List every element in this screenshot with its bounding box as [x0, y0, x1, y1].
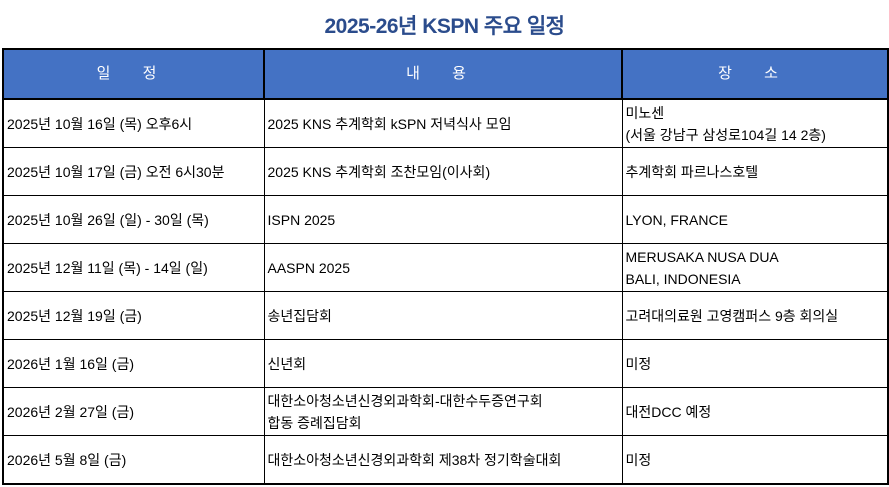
place-cell: 대전DCC 예정 [621, 387, 889, 436]
place-cell-line: (서울 강남구 삼성로104길 14 2층) [625, 126, 826, 143]
date-cell: 2026년 1월 16일 (금) [2, 339, 265, 388]
date-cell: 2025년 12월 19일 (금) [2, 291, 265, 340]
table-row: 2025년 12월 19일 (금) 송년집담회 고려대의료원 고영캠퍼스 9층 회의… [2, 291, 889, 340]
content-cell: 대한소아청소년신경외과학회 제38차 정기학술대회 [263, 435, 623, 485]
content-cell: AASPN 2025 [263, 243, 623, 292]
date-cell-line: 2025년 12월 11일 (목) - 14일 (일) [7, 259, 208, 276]
content-cell-line: ISPN 2025 [267, 211, 336, 228]
table-row: 2025년 10월 16일 (목) 오후6시 2025 KNS 추계학회 kSPN… [2, 98, 889, 148]
content-cell: 송년집담회 [263, 291, 623, 340]
table-header-row: 일 정 내 용 장 소 [2, 48, 889, 100]
table-row: 2025년 10월 17일 (금) 오전 6시30분 2025 KNS 추계학회 … [2, 147, 889, 196]
date-cell: 2025년 12월 11일 (목) - 14일 (일) [2, 243, 265, 292]
table-row: 2025년 12월 11일 (목) - 14일 (일) AASPN 2025 MER… [2, 243, 889, 292]
place-cell: 추계학회 파르나스호텔 [621, 147, 889, 196]
content-cell-line: 대한소아청소년신경외과학회-대한수두증연구회 [267, 392, 543, 409]
date-cell-line: 2026년 1월 16일 (금) [7, 355, 135, 372]
header-content: 내 용 [263, 48, 623, 100]
content-cell: 2025 KNS 추계학회 조찬모임(이사회) [263, 147, 623, 196]
content-cell-line: 합동 증례집담회 [267, 414, 362, 431]
date-cell: 2025년 10월 17일 (금) 오전 6시30분 [2, 147, 265, 196]
content-cell-line: 2025 KNS 추계학회 kSPN 저녁식사 모임 [267, 115, 512, 132]
date-cell: 2026년 5월 8일 (금) [2, 435, 265, 485]
place-cell-line: 미정 [625, 451, 652, 468]
place-cell-line: 고려대의료원 고영캠퍼스 9층 회의실 [625, 307, 839, 324]
table-row: 2025년 10월 26일 (일) - 30일 (목) ISPN 2025 LYON… [2, 195, 889, 244]
place-cell: MERUSAKA NUSA DUA BALI, INDONESIA [621, 243, 889, 292]
place-cell-line: BALI, INDONESIA [625, 270, 741, 287]
place-cell-line: MERUSAKA NUSA DUA [625, 248, 779, 265]
date-cell-line: 2025년 10월 16일 (목) 오후6시 [7, 115, 193, 132]
content-cell: 신년회 [263, 339, 623, 388]
content-cell-line: 송년집담회 [267, 307, 332, 324]
header-date: 일 정 [2, 48, 265, 100]
content-cell: 2025 KNS 추계학회 kSPN 저녁식사 모임 [263, 98, 623, 148]
date-cell: 2026년 2월 27일 (금) [2, 387, 265, 436]
place-cell-line: 대전DCC 예정 [625, 403, 712, 420]
date-cell-line: 2025년 10월 26일 (일) - 30일 (목) [7, 211, 209, 228]
date-cell-line: 2026년 2월 27일 (금) [7, 403, 135, 420]
place-cell: LYON, FRANCE [621, 195, 889, 244]
header-place: 장 소 [621, 48, 889, 100]
content-cell-line: 대한소아청소년신경외과학회 제38차 정기학술대회 [267, 451, 562, 468]
place-cell-line: 추계학회 파르나스호텔 [625, 163, 759, 180]
place-cell-line: LYON, FRANCE [625, 211, 728, 228]
content-cell-line: AASPN 2025 [267, 259, 351, 276]
content-cell: ISPN 2025 [263, 195, 623, 244]
place-cell-line: 미정 [625, 355, 652, 372]
date-cell-line: 2025년 10월 17일 (금) 오전 6시30분 [7, 163, 225, 180]
table-row: 2026년 5월 8일 (금) 대한소아청소년신경외과학회 제38차 정기학술대회… [2, 435, 889, 485]
date-cell: 2025년 10월 16일 (목) 오후6시 [2, 98, 265, 148]
date-cell: 2025년 10월 26일 (일) - 30일 (목) [2, 195, 265, 244]
place-cell: 미정 [621, 339, 889, 388]
place-cell-line: 미노센 [625, 104, 665, 121]
table-row: 2026년 1월 16일 (금) 신년회 미정 [2, 339, 889, 388]
page-title: 2025-26년 KSPN 주요 일정 [324, 15, 565, 38]
date-cell-line: 2026년 5월 8일 (금) [7, 451, 127, 468]
place-cell: 고려대의료원 고영캠퍼스 9층 회의실 [621, 291, 889, 340]
content-cell-line: 신년회 [267, 355, 307, 372]
content-cell-line: 2025 KNS 추계학회 조찬모임(이사회) [267, 163, 491, 180]
place-cell: 미노센 (서울 강남구 삼성로104길 14 2층) [621, 98, 889, 148]
place-cell: 미정 [621, 435, 889, 485]
date-cell-line: 2025년 12월 19일 (금) [7, 307, 142, 324]
schedule-table: 일 정 내 용 장 소 2025년 10월 16일 (목) 오후6시 2025 K… [2, 48, 889, 485]
